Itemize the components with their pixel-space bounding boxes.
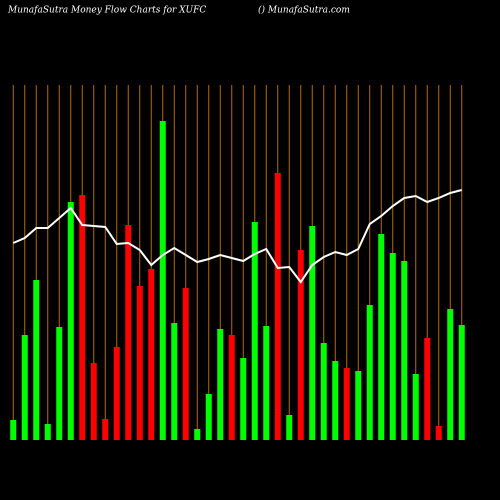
bar — [458, 325, 465, 440]
bar — [332, 361, 339, 440]
chart-title: MunafaSutra Money Flow Charts for XUFC — [7, 6, 206, 16]
bar — [113, 347, 120, 440]
bar — [171, 323, 178, 440]
bar — [274, 173, 281, 440]
bar — [194, 429, 201, 440]
bar — [240, 358, 247, 440]
bar — [389, 253, 396, 440]
bar — [205, 394, 212, 440]
bar — [424, 338, 431, 440]
bar — [33, 280, 40, 440]
bar — [435, 426, 442, 440]
bar — [21, 335, 28, 440]
bar — [56, 327, 63, 440]
bar — [228, 335, 235, 440]
bar — [79, 195, 86, 440]
bar — [44, 424, 51, 440]
bar — [447, 309, 454, 440]
bar — [297, 250, 304, 440]
bar — [401, 261, 408, 440]
money-flow-line — [12, 189, 463, 284]
chart-subtitle: () MunafaSutra.com — [258, 5, 350, 16]
bar — [355, 371, 362, 440]
bar — [125, 225, 132, 440]
bar — [67, 202, 74, 440]
bar — [343, 368, 350, 440]
bar — [263, 326, 270, 440]
bar — [159, 121, 166, 440]
bar — [251, 222, 258, 440]
bar — [90, 363, 97, 440]
bar — [182, 288, 189, 440]
bar — [320, 343, 327, 440]
bar — [217, 329, 224, 440]
bar — [366, 305, 373, 440]
bar — [378, 234, 385, 440]
bar — [10, 420, 17, 440]
bar — [412, 374, 419, 440]
bar — [136, 286, 143, 440]
bar — [148, 269, 155, 440]
bar — [309, 226, 316, 440]
bar — [286, 415, 293, 440]
bar — [102, 419, 109, 440]
